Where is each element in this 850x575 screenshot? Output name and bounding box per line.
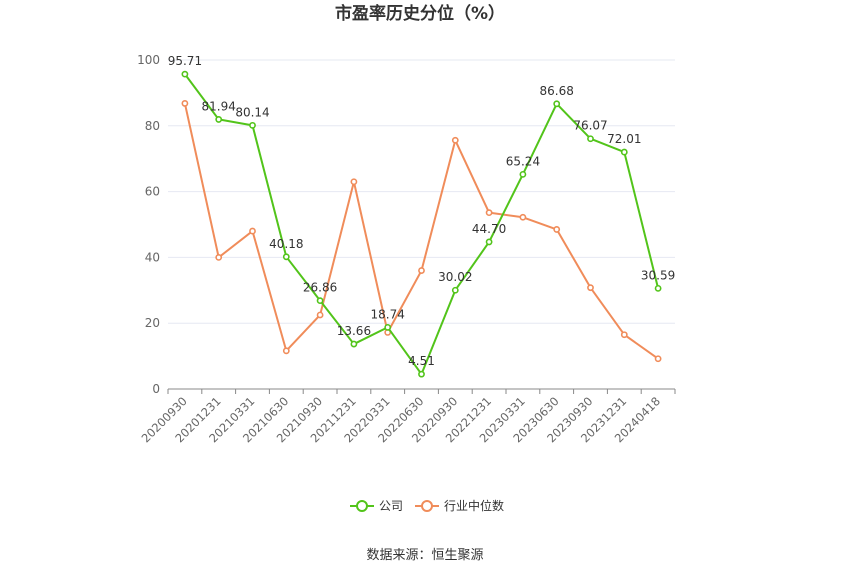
chart-title: 市盈率历史分位（%） <box>335 3 505 24</box>
y-tick-label: 80 <box>145 119 160 133</box>
data-point[interactable] <box>215 116 223 123</box>
legend-marker <box>421 500 433 512</box>
data-label: 26.86 <box>303 281 337 295</box>
data-point[interactable] <box>350 178 358 186</box>
data-point[interactable] <box>181 100 189 107</box>
legend-item-0[interactable]: 公司 <box>350 499 403 513</box>
data-label: 40.18 <box>269 237 303 251</box>
data-point[interactable] <box>451 286 459 294</box>
data-point[interactable] <box>384 323 392 331</box>
data-point[interactable] <box>451 136 459 144</box>
data-point[interactable] <box>249 121 256 129</box>
data-point[interactable] <box>249 227 256 235</box>
data-point[interactable] <box>620 331 628 339</box>
data-point[interactable] <box>485 209 493 217</box>
series-layer <box>181 70 662 378</box>
data-point[interactable] <box>519 213 527 221</box>
data-point[interactable] <box>553 226 561 233</box>
data-point[interactable] <box>350 340 358 348</box>
data-point[interactable] <box>316 297 324 305</box>
data-point[interactable] <box>587 284 594 292</box>
data-point[interactable] <box>282 347 290 355</box>
data-label: 30.02 <box>438 270 472 284</box>
legend-item-1[interactable]: 行业中位数 <box>415 498 504 513</box>
data-point[interactable] <box>519 170 527 178</box>
legend-marker <box>356 500 368 512</box>
data-point[interactable] <box>587 135 594 143</box>
data-point[interactable] <box>485 238 493 246</box>
legend[interactable]: 公司 行业中位数 <box>350 498 504 513</box>
data-point[interactable] <box>418 267 425 274</box>
data-label: 72.01 <box>607 132 641 146</box>
data-point[interactable] <box>418 370 425 378</box>
data-point[interactable] <box>282 253 290 261</box>
y-tick-label: 100 <box>137 53 160 67</box>
data-point[interactable] <box>620 148 628 156</box>
data-label: 81.94 <box>202 99 236 113</box>
data-label: 4.51 <box>408 354 435 368</box>
y-tick-label: 0 <box>152 382 160 396</box>
data-point[interactable] <box>654 284 662 292</box>
data-point[interactable] <box>215 253 223 261</box>
data-label: 76.07 <box>573 119 607 133</box>
legend-label: 行业中位数 <box>444 498 504 513</box>
source-text: 数据来源：恒生聚源 <box>366 548 483 563</box>
data-label: 30.59 <box>641 268 675 282</box>
data-label: 18.74 <box>371 307 405 321</box>
y-tick-label: 20 <box>145 316 160 330</box>
data-point[interactable] <box>316 311 324 319</box>
legend-label: 公司 <box>379 499 403 513</box>
data-label: 13.66 <box>337 324 371 338</box>
grid-layer <box>168 59 675 324</box>
data-label: 80.14 <box>235 105 269 119</box>
data-label: 95.71 <box>168 54 202 68</box>
data-label: 86.68 <box>540 84 574 98</box>
y-tick-label: 60 <box>145 185 160 199</box>
y-tick-label: 40 <box>145 250 160 264</box>
data-point[interactable] <box>181 70 189 78</box>
data-point[interactable] <box>654 355 662 363</box>
data-point[interactable] <box>553 100 561 108</box>
data-label: 65.24 <box>506 154 540 168</box>
data-label: 44.70 <box>472 222 506 236</box>
